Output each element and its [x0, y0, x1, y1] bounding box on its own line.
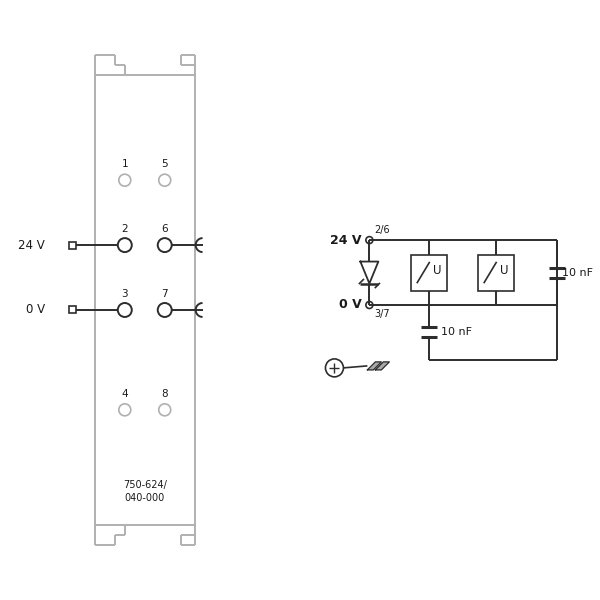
- Circle shape: [118, 238, 132, 252]
- Circle shape: [159, 404, 171, 416]
- Bar: [95, 76, 194, 524]
- Text: 24 V: 24 V: [330, 233, 361, 247]
- Text: U: U: [433, 264, 442, 277]
- Text: 3/7: 3/7: [374, 309, 390, 319]
- Text: 24 V: 24 V: [18, 239, 45, 251]
- Circle shape: [119, 174, 131, 186]
- Circle shape: [366, 236, 373, 244]
- Text: 10 nF: 10 nF: [562, 268, 593, 278]
- Text: 750-624/
040-000: 750-624/ 040-000: [123, 480, 167, 503]
- Text: 8: 8: [161, 389, 168, 399]
- Text: 0 V: 0 V: [338, 298, 361, 311]
- Bar: [412, 254, 447, 290]
- Text: 7: 7: [161, 289, 168, 299]
- Bar: [69, 307, 76, 313]
- Circle shape: [119, 404, 131, 416]
- Text: 2: 2: [121, 224, 128, 234]
- Circle shape: [158, 303, 172, 317]
- Circle shape: [118, 303, 132, 317]
- Text: 5: 5: [161, 159, 168, 169]
- Bar: [69, 242, 76, 248]
- Circle shape: [159, 174, 171, 186]
- Bar: [478, 254, 514, 290]
- Text: 3: 3: [121, 289, 128, 299]
- Polygon shape: [367, 362, 382, 370]
- Text: U: U: [500, 264, 509, 277]
- Text: 10 nF: 10 nF: [441, 328, 472, 337]
- Polygon shape: [376, 362, 389, 370]
- Circle shape: [158, 238, 172, 252]
- Circle shape: [366, 301, 373, 308]
- Text: 2/6: 2/6: [374, 225, 390, 235]
- Text: 0 V: 0 V: [26, 304, 45, 316]
- Text: 6: 6: [161, 224, 168, 234]
- Text: 1: 1: [121, 159, 128, 169]
- Text: 4: 4: [121, 389, 128, 399]
- Circle shape: [325, 359, 343, 377]
